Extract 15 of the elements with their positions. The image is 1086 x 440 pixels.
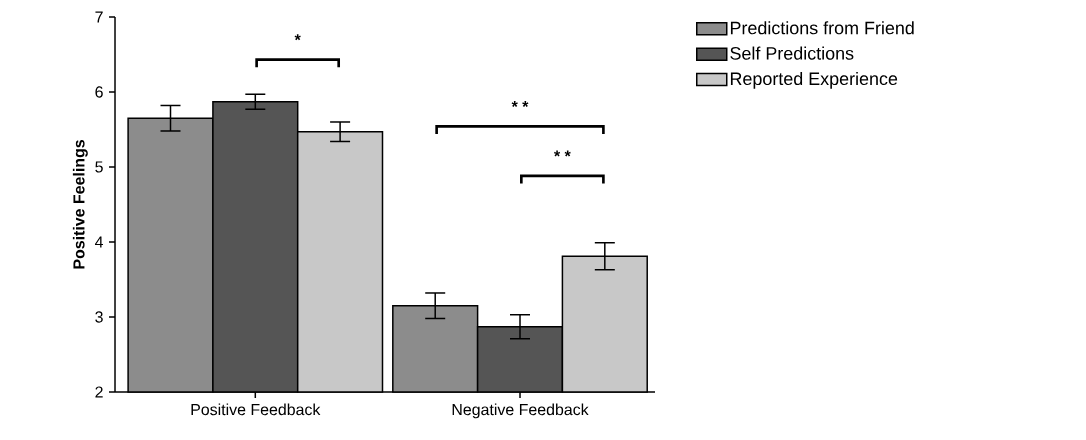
y-axis-title: Positive Feelings xyxy=(72,140,88,269)
y-tick-label: 6 xyxy=(95,86,103,98)
legend-label: Predictions from Friend xyxy=(730,21,914,35)
annotation: * * xyxy=(553,150,571,157)
y-tick-label: 7 xyxy=(95,11,103,23)
y-tick-label: 4 xyxy=(94,236,104,248)
legend-label: Self Predictions xyxy=(730,46,854,60)
y-tick-label: 5 xyxy=(95,161,103,173)
legend-label: Reported Experience xyxy=(730,71,898,89)
x-tick-label: Negative Feedback xyxy=(452,403,589,419)
y-tick-label: 3 xyxy=(95,311,103,323)
annotation: * xyxy=(294,34,301,41)
x-tick-label: Positive Feedback xyxy=(191,403,321,416)
y-tick-label: 2 xyxy=(95,386,103,398)
annotation: * * xyxy=(511,101,529,107)
